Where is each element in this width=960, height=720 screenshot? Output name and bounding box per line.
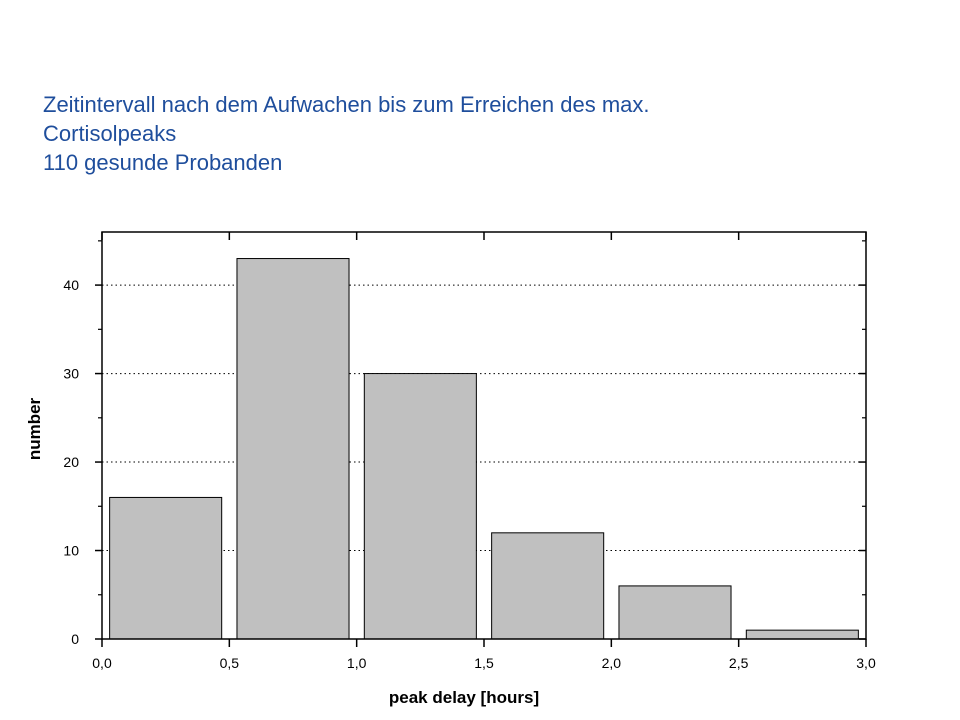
y-axis-title: number (25, 397, 44, 460)
chart-title-line-1: Zeitintervall nach dem Aufwachen bis zum… (43, 92, 650, 117)
y-tick-label: 10 (63, 543, 79, 559)
bar (109, 496, 223, 640)
bar (618, 585, 732, 640)
y-tick-label: 20 (63, 454, 79, 470)
x-axis-title: peak delay [hours] (389, 688, 539, 707)
x-tick-labels: 0,0 0,5 1,0 1,5 2,0 2,5 3,0 (92, 655, 876, 671)
x-tick-label: 2,5 (729, 655, 749, 671)
x-tick-label: 1,5 (474, 655, 494, 671)
bar (745, 629, 859, 640)
bar (491, 532, 605, 640)
y-tick-label: 40 (63, 277, 79, 293)
x-tick-label: 0,0 (92, 655, 112, 671)
axis-ticks (95, 232, 867, 647)
chart-title-line-2: Cortisolpeaks (43, 121, 177, 146)
chart-title: Zeitintervall nach dem Aufwachen bis zum… (43, 90, 650, 177)
grid-lines (102, 284, 866, 552)
y-tick-label: 30 (63, 366, 79, 382)
y-tick-labels: 0 10 20 30 40 (63, 277, 79, 647)
bars (109, 258, 859, 640)
x-tick-label: 3,0 (856, 655, 876, 671)
bar (363, 373, 477, 640)
x-tick-label: 0,5 (220, 655, 240, 671)
bar (236, 258, 350, 640)
x-tick-label: 2,0 (602, 655, 622, 671)
x-tick-label: 1,0 (347, 655, 367, 671)
chart-title-line-3: 110 gesunde Probanden (43, 150, 283, 175)
y-tick-label: 0 (71, 631, 79, 647)
